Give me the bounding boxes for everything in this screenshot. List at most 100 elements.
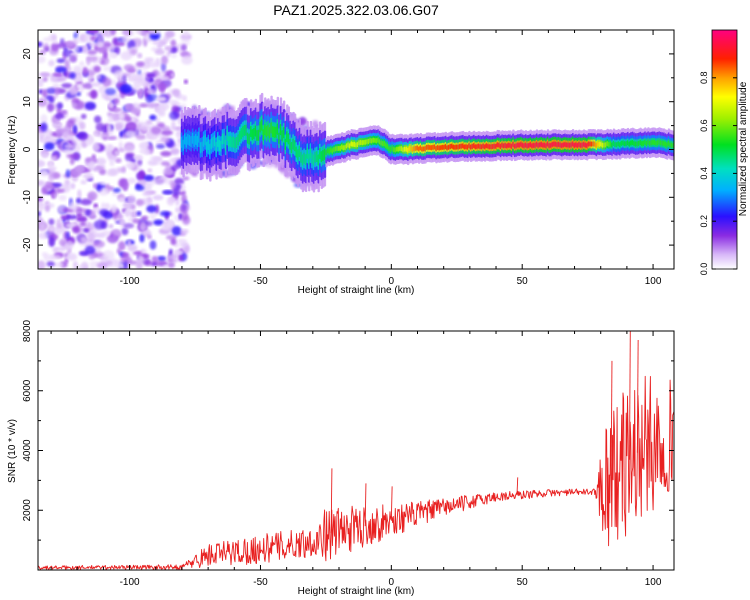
spectrogram-noise-blob bbox=[178, 254, 184, 262]
spectrogram-noise-blob bbox=[101, 30, 107, 36]
spectrogram-noise-blob bbox=[78, 121, 86, 130]
spectrogram-noise-blob bbox=[181, 211, 189, 221]
spectrogram-noise-blob bbox=[76, 217, 87, 222]
spectrogram-noise-blob bbox=[66, 253, 78, 261]
snr-y-tick-label: 8000 bbox=[22, 319, 33, 342]
spectrogram-noise-blob bbox=[39, 222, 45, 231]
spectrogram-noise-blob bbox=[146, 93, 158, 102]
spectrogram-noise-blob bbox=[114, 69, 125, 80]
spectrogram-noise-blob bbox=[127, 67, 136, 74]
spectrogram-noise-blob bbox=[76, 84, 83, 90]
spectrogram-noise-blob bbox=[45, 95, 53, 100]
spectrogram-noise-blob bbox=[50, 156, 58, 161]
spectrogram-noise-blob bbox=[64, 59, 70, 69]
spectrogram-noise-blob bbox=[50, 42, 60, 52]
spectrogram-noise-blob bbox=[71, 137, 80, 145]
spectrogram-noise-blob bbox=[134, 30, 143, 34]
spectrogram-noise-blob bbox=[175, 198, 180, 206]
spectrogram-noise-blob bbox=[171, 120, 176, 130]
snr-x-tick-label: 0 bbox=[389, 577, 395, 588]
spectrogram-noise-blob bbox=[92, 131, 100, 138]
spectrogram-x-axis-label: Height of straight line (km) bbox=[298, 285, 415, 296]
spectrogram-noise-blob bbox=[179, 229, 189, 234]
spectrogram-noise-blob bbox=[120, 83, 132, 94]
spectrogram-noise-blob bbox=[149, 212, 157, 220]
spectrogram-noise-blob bbox=[135, 134, 147, 140]
spectrogram-noise-blob bbox=[152, 194, 164, 201]
spectrogram-noise-blob bbox=[119, 130, 124, 138]
spectrogram-noise-blob bbox=[125, 130, 136, 138]
spectrogram-noise-blob bbox=[114, 46, 121, 55]
spectrogram-noise-blob bbox=[54, 87, 60, 97]
spectrogram-noise-blob bbox=[113, 98, 119, 104]
spectrogram-noise-blob bbox=[48, 174, 54, 183]
spectrogram-noise-blob bbox=[137, 179, 147, 186]
spectrogram-noise-blob bbox=[66, 40, 75, 49]
spectrogram-noise-blob bbox=[56, 102, 64, 110]
spectrogram-noise-blob bbox=[132, 83, 141, 90]
spectrogram-noise-blob bbox=[153, 219, 164, 226]
spectrogram-noise-blob bbox=[90, 210, 96, 218]
spectrogram-noise-blob bbox=[120, 51, 133, 61]
spectrogram-noise-blob bbox=[64, 258, 69, 263]
spectrogram-noise-blob bbox=[149, 30, 161, 35]
spectrogram-noise-blob bbox=[80, 113, 87, 120]
spectrogram-noise-blob bbox=[95, 232, 106, 239]
spectrogram-noise-blob bbox=[41, 152, 49, 159]
spectrogram-noise-blob bbox=[166, 254, 179, 260]
spectrogram-noise-blob bbox=[45, 87, 57, 95]
spectrogram-noise-blob bbox=[52, 40, 59, 45]
spectrogram-noise-blob bbox=[44, 183, 55, 190]
spectrogram-noise-blob bbox=[143, 185, 152, 192]
spectrogram-noise-blob bbox=[115, 41, 126, 47]
spectrogram-noise-blob bbox=[161, 222, 170, 231]
spectrogram-noise-blob bbox=[61, 82, 73, 89]
spectrogram-noise-blob bbox=[162, 190, 175, 195]
spectrogram-y-tick-label: 20 bbox=[22, 48, 33, 60]
spectrogram-noise-blob bbox=[55, 66, 67, 73]
spectrogram-noise-blob bbox=[138, 92, 143, 99]
spectrogram-x-tick-label: 0 bbox=[389, 276, 395, 287]
snr-spike bbox=[610, 360, 613, 476]
spectrogram-noise-blob bbox=[107, 102, 115, 109]
spectrogram-noise-blob bbox=[160, 161, 171, 167]
spectrogram-noise-blob bbox=[127, 260, 139, 265]
snr-y-tick-label: 6000 bbox=[22, 379, 33, 402]
spectrogram-noise-blob bbox=[54, 227, 63, 236]
spectrogram-noise-blob bbox=[77, 213, 83, 219]
spectrogram-noise-blob bbox=[142, 191, 152, 196]
spectrogram-noise-blob bbox=[69, 157, 75, 165]
spectrogram-noise-blob bbox=[56, 58, 66, 64]
spectrogram-noise-blob bbox=[77, 131, 88, 141]
spectrogram-noise-blob bbox=[178, 212, 183, 221]
spectrogram-noise-blob bbox=[51, 34, 57, 42]
spectrogram-noise-blob bbox=[97, 45, 108, 54]
snr-y-tick-label: 2000 bbox=[22, 499, 33, 522]
spectrogram-noise-blob bbox=[118, 196, 126, 203]
spectrogram-noise-blob bbox=[169, 111, 180, 121]
spectrogram-noise-blob bbox=[134, 184, 145, 192]
spectrogram-noise-blob bbox=[97, 133, 110, 139]
spectrogram-noise-blob bbox=[118, 112, 125, 120]
spectrogram-noise-blob bbox=[139, 169, 145, 179]
spectrogram-noise-blob bbox=[97, 41, 104, 48]
spectrogram-noise-blob bbox=[80, 221, 86, 227]
spectrogram-noise-blob bbox=[75, 166, 86, 173]
spectrogram-noise-blob bbox=[171, 164, 180, 171]
spectrogram-noise-blob bbox=[183, 79, 188, 84]
spectrogram-noise-blob bbox=[84, 101, 96, 111]
spectrogram-noise-blob bbox=[155, 96, 167, 102]
spectrogram-noise-blob bbox=[68, 55, 77, 63]
snr-x-tick-label: 50 bbox=[517, 577, 529, 588]
spectrogram-noise-blob bbox=[43, 43, 50, 51]
snr-x-tick-label: 100 bbox=[645, 577, 662, 588]
snr-spike bbox=[629, 331, 631, 460]
spectrogram-noise-blob bbox=[58, 238, 67, 246]
spectrogram-noise-blob bbox=[149, 61, 158, 68]
snr-frame bbox=[37, 330, 675, 571]
spectrogram-noise-blob bbox=[96, 74, 101, 80]
spectrogram-noise-blob bbox=[52, 262, 65, 267]
spectrogram-noise-blob bbox=[109, 168, 119, 176]
spectrogram-noise-blob bbox=[135, 260, 143, 269]
